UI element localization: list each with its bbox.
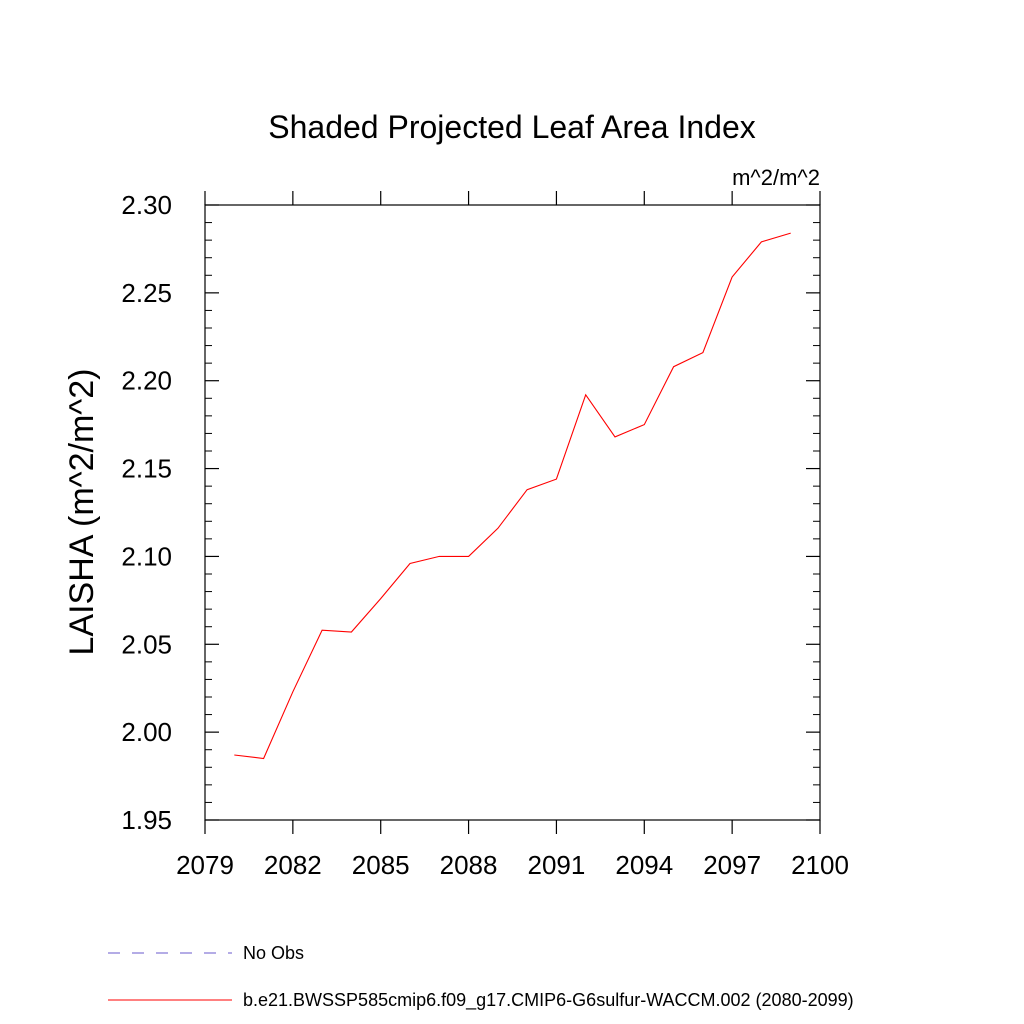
x-tick-label: 2097 — [703, 850, 761, 880]
x-tick-label: 2100 — [791, 850, 849, 880]
y-axis-label: LAISHA (m^2/m^2) — [63, 369, 101, 656]
x-tick-label: 2091 — [528, 850, 586, 880]
x-tick-labels: 2079 2082 2085 2088 2091 2094 2097 2100 — [176, 850, 849, 880]
legend-label-no-obs: No Obs — [243, 943, 304, 963]
y-tick-label: 2.05 — [121, 629, 172, 659]
chart-title: Shaded Projected Leaf Area Index — [268, 109, 755, 145]
x-tick-label: 2079 — [176, 850, 234, 880]
x-tick-label: 2094 — [615, 850, 673, 880]
axis-ticks — [204, 191, 821, 834]
x-tick-label: 2082 — [264, 850, 322, 880]
y-tick-label: 1.95 — [121, 805, 172, 835]
y-tick-label: 2.20 — [121, 366, 172, 396]
units-label: m^2/m^2 — [732, 165, 820, 190]
y-tick-label: 2.10 — [121, 541, 172, 571]
plot-frame — [204, 204, 821, 821]
legend-label-series: b.e21.BWSSP585cmip6.f09_g17.CMIP6-G6sulf… — [243, 990, 854, 1011]
y-tick-label: 2.00 — [121, 717, 172, 747]
data-series — [234, 232, 791, 760]
y-tick-label: 2.15 — [121, 454, 172, 484]
x-tick-label: 2088 — [440, 850, 498, 880]
legend: No Obs b.e21.BWSSP585cmip6.f09_g17.CMIP6… — [108, 943, 854, 1011]
x-tick-label: 2085 — [352, 850, 410, 880]
y-tick-label: 2.25 — [121, 278, 172, 308]
series-line — [234, 232, 791, 760]
y-tick-label: 2.30 — [121, 190, 172, 220]
y-tick-labels: 1.95 2.00 2.05 2.10 2.15 2.20 2.25 2.30 — [121, 190, 172, 835]
